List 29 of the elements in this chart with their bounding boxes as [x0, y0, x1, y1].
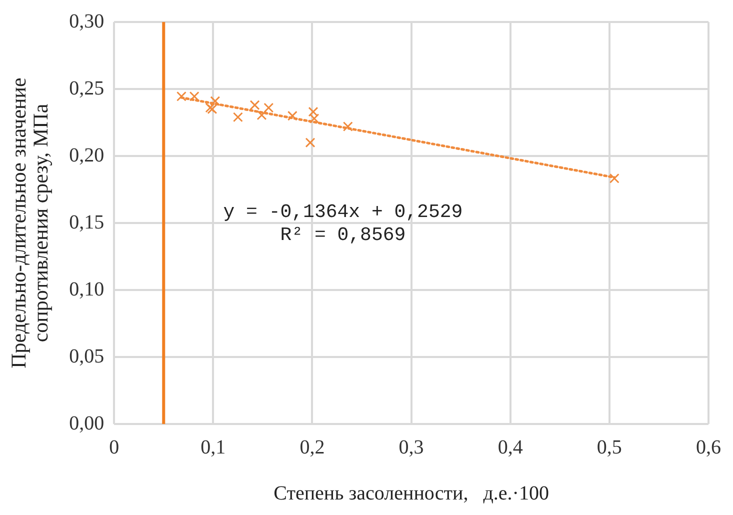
point [256, 110, 267, 120]
annotation: R² = 0,8569 [280, 224, 406, 246]
x-tick-label: 0,3 [398, 436, 424, 458]
point [287, 110, 298, 121]
annotation: y = -0,1364x + 0,2529 [223, 201, 463, 223]
x-tick-label: 0,2 [300, 436, 325, 458]
point [176, 91, 186, 102]
text: Предельно-длительное значение [6, 78, 31, 368]
point [189, 91, 200, 102]
x-tick-label: 0,5 [596, 436, 622, 458]
y-tick-label: 0,20 [69, 144, 104, 166]
y-tick-label: 0,30 [69, 10, 104, 32]
x-tick-label: 0,1 [200, 436, 226, 458]
y-tick-label: 0,10 [69, 278, 104, 300]
point [232, 112, 243, 122]
x-tick-label: 0,4 [498, 436, 523, 458]
y-tick-label: 0,00 [69, 412, 104, 434]
point [342, 122, 353, 132]
text: сопротивления срезу, МПа [28, 104, 53, 342]
x-tick-label: 0,6 [696, 436, 721, 458]
y-tick-label: 0,05 [69, 345, 104, 368]
y-tick-label: 0,25 [69, 77, 104, 100]
y-tick-label: 0,15 [69, 211, 104, 234]
point [609, 173, 620, 184]
point [264, 102, 274, 113]
x-axis-title: Степень засоленности, д.е.·100 [274, 482, 549, 504]
point [305, 138, 316, 148]
x-tick-label: 0 [109, 436, 120, 458]
point [250, 100, 260, 110]
